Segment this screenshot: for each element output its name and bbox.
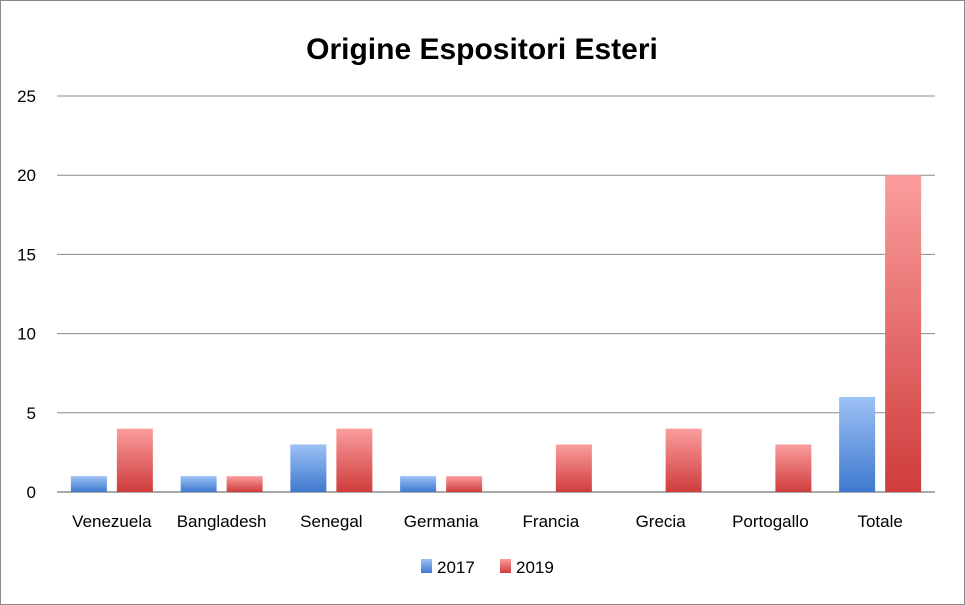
- legend-swatch-2019: [500, 559, 511, 573]
- x-tick-label: Totale: [857, 512, 902, 531]
- bar-2017-totale: [839, 396, 876, 492]
- bar-2017-venezuela: [70, 476, 107, 492]
- bar-2019-totale: [885, 175, 922, 492]
- y-tick-label: 15: [17, 245, 36, 264]
- x-tick-label: Bangladesh: [177, 512, 267, 531]
- bar-2019-senegal: [336, 428, 373, 492]
- legend-swatch-2017: [421, 559, 432, 573]
- bar-2019-grecia: [665, 428, 702, 492]
- bar-2017-bangladesh: [180, 476, 217, 492]
- x-tick-label: Grecia: [636, 512, 687, 531]
- x-tick-label: Senegal: [300, 512, 362, 531]
- y-tick-label: 25: [17, 87, 36, 106]
- y-tick-label: 5: [27, 404, 36, 423]
- bar-2019-germania: [446, 476, 483, 492]
- bar-2019-francia: [555, 444, 592, 492]
- x-tick-label: Portogallo: [732, 512, 809, 531]
- bar-2019-bangladesh: [226, 476, 263, 492]
- legend-label-2017: 2017: [437, 558, 475, 577]
- y-tick-label: 20: [17, 166, 36, 185]
- x-tick-label: Germania: [404, 512, 479, 531]
- y-tick-label: 10: [17, 325, 36, 344]
- bar-2017-germania: [400, 476, 437, 492]
- chart-title: Origine Espositori Esteri: [306, 33, 658, 66]
- bar-2019-venezuela: [116, 428, 153, 492]
- bar-2019-portogallo: [775, 444, 812, 492]
- bar-2017-senegal: [290, 444, 327, 492]
- x-tick-label: Venezuela: [72, 512, 152, 531]
- x-tick-label: Francia: [523, 512, 580, 531]
- legend-label-2019: 2019: [516, 558, 554, 577]
- y-tick-label: 0: [27, 483, 36, 502]
